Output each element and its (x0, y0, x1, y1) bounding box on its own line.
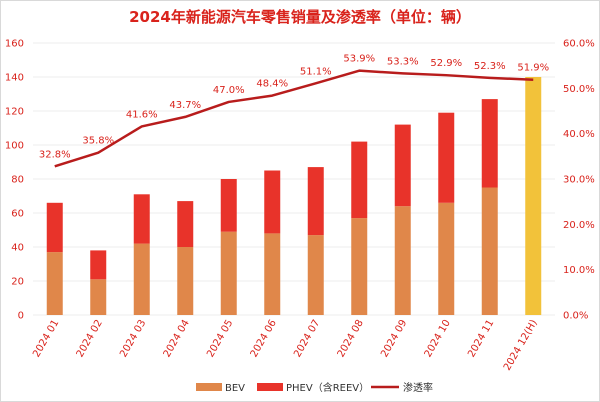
penetration-data-label: 51.1% (300, 66, 332, 77)
bev-bar (351, 218, 368, 315)
phev-bar (133, 194, 150, 244)
y-left-tick-label: 80 (11, 175, 24, 186)
bev-bar (177, 247, 194, 315)
bev-bar (481, 187, 498, 315)
y-right-tick-label: 30.0% (563, 175, 595, 186)
penetration-data-label: 47.0% (213, 85, 245, 96)
phev-bar (46, 202, 63, 253)
bev-bar (133, 243, 150, 315)
bev-bar (220, 231, 237, 315)
bev-bar (438, 202, 455, 315)
phev-bar (264, 170, 281, 234)
y-left-tick-label: 0 (18, 311, 24, 322)
chart-title: 2024年新能源汽车零售销量及渗透率（单位：辆） (129, 8, 471, 26)
legend-phev-swatch (257, 383, 283, 391)
gridlines (33, 42, 555, 316)
penetration-data-label: 52.9% (430, 58, 462, 69)
y-right-tick-label: 50.0% (563, 84, 595, 95)
forecast-bar (525, 77, 542, 315)
penetration-data-label: 53.3% (387, 56, 419, 67)
penetration-data-label: 41.6% (126, 109, 158, 120)
bev-bar (264, 233, 281, 315)
y-left-tick-label: 20 (11, 277, 24, 288)
legend-line-label: 渗透率 (403, 381, 433, 394)
penetration-data-label: 43.7% (169, 100, 201, 111)
bev-bar (46, 252, 63, 315)
phev-bar (307, 167, 324, 236)
y-left-tick-label: 140 (5, 73, 24, 84)
y-left-tick-label: 100 (5, 141, 24, 152)
penetration-data-label: 32.8% (39, 149, 71, 160)
y-left-tick-label: 60 (11, 209, 24, 220)
phev-bar (394, 124, 411, 207)
legend-bev-label: BEV (225, 383, 245, 394)
y-axis-left: 0 20 40 60 80 100 120 140 160 (5, 39, 24, 322)
y-right-tick-label: 60.0% (563, 39, 595, 50)
y-left-tick-label: 40 (11, 243, 24, 254)
penetration-line-path (54, 69, 534, 168)
y-right-tick-label: 0.0% (563, 311, 588, 322)
phev-bar (90, 250, 107, 280)
bev-bar (394, 206, 411, 315)
phev-bar (177, 201, 194, 247)
phev-bar (351, 141, 368, 219)
legend-bev-swatch (196, 383, 222, 391)
legend-phev-label: PHEV（含REEV） (286, 381, 369, 394)
y-axis-right: 0.0% 10.0% 20.0% 30.0% 40.0% 50.0% 60.0% (563, 39, 595, 322)
penetration-data-label: 48.4% (256, 79, 288, 90)
y-right-tick-label: 20.0% (563, 220, 595, 231)
legend: BEV PHEV（含REEV） 渗透率 (196, 381, 433, 394)
y-left-tick-label: 120 (5, 107, 24, 118)
bev-bar (307, 235, 324, 315)
y-right-tick-label: 40.0% (563, 129, 595, 140)
phev-bar (220, 179, 237, 232)
penetration-data-label: 35.8% (82, 136, 114, 147)
bev-bar (90, 279, 107, 315)
penetration-data-label: 52.3% (474, 61, 506, 72)
phev-bar (438, 112, 455, 203)
y-right-tick-label: 10.0% (563, 265, 595, 276)
y-left-tick-label: 160 (5, 39, 24, 50)
penetration-data-label: 51.9% (517, 63, 549, 74)
penetration-data-label: 53.9% (343, 54, 375, 65)
penetration-line: 32.8% 35.8% 41.6% 43.7% 47.0% 48.4% 51.1% 53.9%… (39, 54, 549, 168)
phev-bar (481, 99, 498, 188)
bars (46, 77, 542, 315)
